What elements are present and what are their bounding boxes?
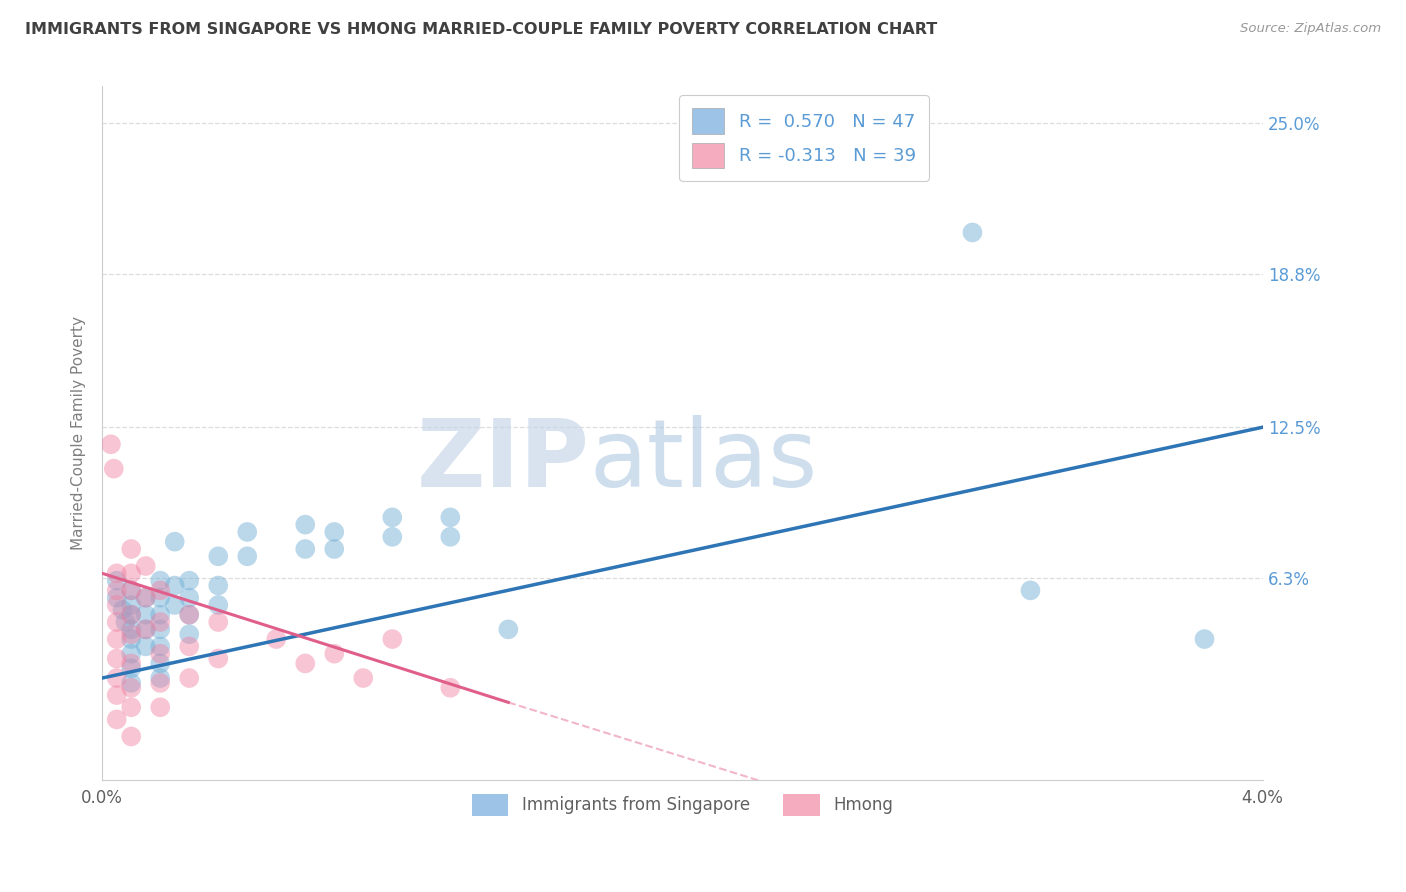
Point [135,591,157,605]
Point [120,598,142,612]
Point [1194,632,1216,646]
Point [120,566,142,581]
Point [962,226,984,240]
Point [323,647,346,661]
Point [179,591,201,605]
Point [149,676,172,690]
Point [103,461,125,475]
Point [149,657,172,671]
Point [207,615,229,629]
Point [381,510,404,524]
Point [149,591,172,605]
Text: IMMIGRANTS FROM SINGAPORE VS HMONG MARRIED-COUPLE FAMILY POVERTY CORRELATION CHA: IMMIGRANTS FROM SINGAPORE VS HMONG MARRI… [25,22,938,37]
Point [264,632,287,646]
Point [163,578,186,592]
Point [179,627,201,641]
Point [120,632,142,646]
Point [236,549,259,564]
Point [179,574,201,588]
Point [105,583,128,598]
Point [105,632,128,646]
Point [120,730,142,744]
Point [135,623,157,637]
Point [100,437,122,451]
Point [105,713,128,727]
Point [207,651,229,665]
Point [381,530,404,544]
Point [120,607,142,622]
Point [179,640,201,654]
Point [120,623,142,637]
Point [120,700,142,714]
Point [105,671,128,685]
Point [149,640,172,654]
Point [294,517,316,532]
Point [439,510,461,524]
Point [105,591,128,605]
Text: atlas: atlas [589,415,818,507]
Point [163,598,186,612]
Text: Source: ZipAtlas.com: Source: ZipAtlas.com [1240,22,1381,36]
Point [120,607,142,622]
Point [1019,583,1042,598]
Legend: Immigrants from Singapore, Hmong: Immigrants from Singapore, Hmong [464,786,901,824]
Point [207,578,229,592]
Point [120,647,142,661]
Point [105,574,128,588]
Point [120,583,142,598]
Point [105,688,128,702]
Point [179,671,201,685]
Point [149,574,172,588]
Point [498,623,520,637]
Point [120,627,142,641]
Point [179,607,201,622]
Point [179,607,201,622]
Point [149,607,172,622]
Point [439,530,461,544]
Point [149,615,172,629]
Point [114,615,136,629]
Point [149,700,172,714]
Y-axis label: Married-Couple Family Poverty: Married-Couple Family Poverty [72,317,86,550]
Point [120,541,142,556]
Point [323,541,346,556]
Point [120,676,142,690]
Point [111,603,134,617]
Point [105,598,128,612]
Text: ZIP: ZIP [416,415,589,507]
Point [323,524,346,539]
Point [207,549,229,564]
Point [163,534,186,549]
Point [381,632,404,646]
Point [294,541,316,556]
Point [294,657,316,671]
Point [135,559,157,574]
Point [236,524,259,539]
Point [149,583,172,598]
Point [135,591,157,605]
Point [120,681,142,695]
Point [105,651,128,665]
Point [149,623,172,637]
Point [105,566,128,581]
Point [352,671,374,685]
Point [439,681,461,695]
Point [120,583,142,598]
Point [149,647,172,661]
Point [135,640,157,654]
Point [135,607,157,622]
Point [105,615,128,629]
Point [120,657,142,671]
Point [149,671,172,685]
Point [120,661,142,675]
Point [135,623,157,637]
Point [207,598,229,612]
